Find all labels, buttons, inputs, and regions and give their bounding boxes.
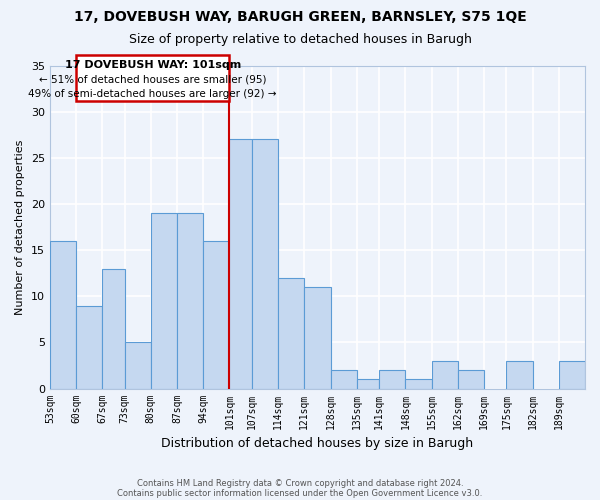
Text: 49% of semi-detached houses are larger (92) →: 49% of semi-detached houses are larger (… bbox=[28, 89, 277, 99]
Bar bbox=[125, 342, 151, 388]
Bar bbox=[203, 241, 229, 388]
Bar bbox=[357, 380, 379, 388]
Bar bbox=[278, 278, 304, 388]
Bar bbox=[252, 140, 278, 388]
Bar bbox=[102, 268, 125, 388]
Bar bbox=[50, 241, 76, 388]
FancyBboxPatch shape bbox=[76, 54, 229, 101]
Bar bbox=[458, 370, 484, 388]
Text: Size of property relative to detached houses in Barugh: Size of property relative to detached ho… bbox=[128, 32, 472, 46]
Y-axis label: Number of detached properties: Number of detached properties bbox=[15, 140, 25, 315]
Bar bbox=[304, 287, 331, 388]
Text: 17, DOVEBUSH WAY, BARUGH GREEN, BARNSLEY, S75 1QE: 17, DOVEBUSH WAY, BARUGH GREEN, BARNSLEY… bbox=[74, 10, 526, 24]
Bar bbox=[431, 361, 458, 388]
Bar bbox=[229, 140, 252, 388]
Bar bbox=[506, 361, 533, 388]
Text: Contains HM Land Registry data © Crown copyright and database right 2024.: Contains HM Land Registry data © Crown c… bbox=[137, 478, 463, 488]
Bar bbox=[559, 361, 585, 388]
Text: 17 DOVEBUSH WAY: 101sqm: 17 DOVEBUSH WAY: 101sqm bbox=[65, 60, 241, 70]
Text: Contains public sector information licensed under the Open Government Licence v3: Contains public sector information licen… bbox=[118, 488, 482, 498]
Bar bbox=[177, 214, 203, 388]
Bar bbox=[379, 370, 406, 388]
Bar bbox=[151, 214, 177, 388]
Text: ← 51% of detached houses are smaller (95): ← 51% of detached houses are smaller (95… bbox=[39, 75, 266, 85]
Bar bbox=[406, 380, 431, 388]
Bar bbox=[76, 306, 102, 388]
X-axis label: Distribution of detached houses by size in Barugh: Distribution of detached houses by size … bbox=[161, 437, 473, 450]
Bar bbox=[331, 370, 357, 388]
